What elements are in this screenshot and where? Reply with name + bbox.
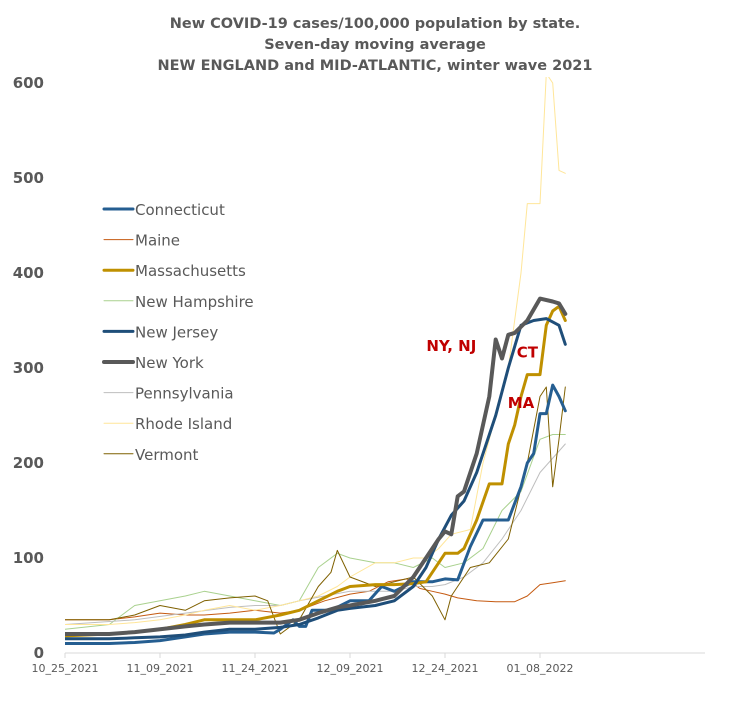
series-line-vermont [65, 386, 566, 635]
legend-label-vermont: Vermont [135, 446, 199, 464]
y-tick-label: 0 [34, 644, 44, 662]
chart-title-line-3: NEW ENGLAND and MID-ATLANTIC, winter wav… [158, 58, 593, 74]
legend-label-pennsylvania: Pennsylvania [135, 385, 234, 403]
y-tick-label: 500 [13, 169, 44, 187]
legend-label-rhode-island: Rhode Island [135, 415, 232, 433]
x-tick-label: 11_09_2021 [127, 662, 194, 675]
series-line-new-hampshire [65, 434, 566, 630]
legend-label-connecticut: Connecticut [135, 201, 225, 219]
series-line-new-jersey [65, 317, 567, 641]
x-tick-label: 12_09_2021 [317, 662, 384, 675]
series-line-maine [65, 578, 566, 621]
series-layer [65, 77, 568, 645]
annotations: NY, NJ CT MA [426, 337, 538, 412]
legend-label-new-jersey: New Jersey [135, 323, 218, 341]
series-line-rhode-island [65, 77, 566, 625]
series-line-new-york [65, 296, 568, 636]
y-tick-label: 600 [13, 74, 44, 92]
legend-label-massachusetts: Massachusetts [135, 262, 246, 280]
legend-label-new-hampshire: New Hampshire [135, 293, 254, 311]
y-tick-label: 400 [13, 264, 44, 282]
annotation-ny-nj: NY, NJ [426, 337, 476, 355]
chart-title-line-1: New COVID-19 cases/100,000 population by… [170, 16, 581, 32]
y-tick-label: 100 [13, 549, 44, 567]
x-tick-label: 12_24_2021 [412, 662, 479, 675]
x-tick-label: 01_08_2022 [507, 662, 574, 675]
x-tick-label: 11_24_2021 [222, 662, 289, 675]
chart-title: New COVID-19 cases/100,000 population by… [158, 16, 593, 74]
series-line-connecticut [65, 383, 567, 645]
legend-label-maine: Maine [135, 232, 180, 250]
series-line-pennsylvania [65, 443, 566, 625]
annotation-ma: MA [508, 394, 535, 412]
x-tick-label: 10_25_2021 [32, 662, 99, 675]
y-tick-label: 200 [13, 454, 44, 472]
chart-title-line-2: Seven-day moving average [264, 37, 486, 53]
series-line-massachusetts [65, 304, 567, 638]
legend-label-new-york: New York [135, 354, 204, 372]
y-tick-label: 300 [13, 359, 44, 377]
axes-layer: 0 100 200 300 400 500 600 10_25_2021 11_09_2021 1… [13, 74, 705, 675]
legend: Connecticut Maine Massachusetts New Hampshi… [102, 201, 254, 464]
annotation-ct: CT [517, 344, 539, 362]
